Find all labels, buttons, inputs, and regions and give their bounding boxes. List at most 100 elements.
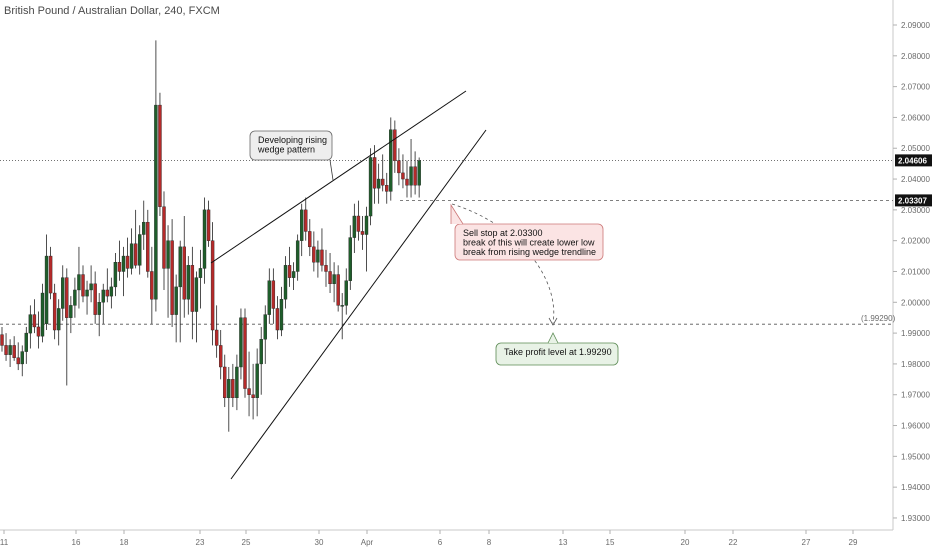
y-tick-label: 2.08000 bbox=[901, 52, 930, 61]
candle bbox=[178, 240, 182, 343]
candle bbox=[52, 283, 57, 340]
candle-body bbox=[190, 265, 195, 312]
candle-body bbox=[186, 265, 191, 300]
candle bbox=[85, 280, 89, 315]
candle bbox=[372, 145, 377, 204]
candle-body bbox=[142, 221, 146, 235]
y-tick-label: 2.06000 bbox=[901, 113, 930, 122]
candle bbox=[73, 277, 77, 318]
candle-body bbox=[214, 329, 219, 346]
candle-body bbox=[97, 302, 101, 315]
candle bbox=[308, 219, 312, 257]
candle-body bbox=[223, 366, 227, 399]
candle-body bbox=[397, 160, 401, 174]
candle bbox=[360, 216, 365, 250]
candle bbox=[198, 249, 203, 309]
candle bbox=[158, 92, 162, 217]
current-price-tag-bg bbox=[895, 154, 932, 167]
candle bbox=[385, 172, 389, 204]
candle bbox=[279, 286, 284, 337]
take-profit-level-label: (1.99290) bbox=[861, 314, 896, 323]
candle bbox=[170, 219, 174, 327]
x-tick-label: 25 bbox=[242, 538, 251, 547]
candle bbox=[142, 200, 146, 250]
candle-body bbox=[344, 280, 348, 306]
candle-body bbox=[52, 292, 57, 331]
candle bbox=[0, 326, 4, 352]
y-tick-label: 2.01000 bbox=[901, 267, 930, 276]
candle-body bbox=[409, 166, 413, 186]
candle bbox=[304, 197, 308, 241]
candle-body bbox=[85, 289, 89, 297]
candle-body bbox=[69, 305, 73, 318]
candle bbox=[227, 366, 231, 432]
candle-body bbox=[133, 243, 138, 266]
candle-body bbox=[340, 305, 344, 307]
candle bbox=[20, 345, 24, 377]
candle bbox=[12, 336, 16, 361]
wedge-callout-box bbox=[249, 130, 333, 161]
candle bbox=[413, 151, 417, 195]
candle-body bbox=[360, 231, 365, 235]
y-axis-ticks: 2.09000 2.08000 2.07000 2.06000 2.05000 2.040… bbox=[893, 21, 930, 523]
current-price-tag-label: 2.04606 bbox=[898, 156, 927, 165]
candle bbox=[93, 271, 97, 324]
candle bbox=[328, 252, 332, 294]
candle-body bbox=[93, 283, 97, 315]
candle-body bbox=[28, 314, 33, 334]
candle-body bbox=[275, 308, 280, 331]
candle bbox=[287, 246, 292, 287]
candle-body bbox=[166, 240, 170, 269]
sell-stop-tag-label: 2.03307 bbox=[898, 196, 927, 205]
candle-body bbox=[320, 249, 324, 266]
candle-body bbox=[324, 265, 328, 272]
wedge-lower-trendline bbox=[230, 129, 487, 480]
candle bbox=[65, 268, 69, 386]
candle bbox=[101, 283, 105, 324]
tp-callout: Take profit level at 1.99290 bbox=[495, 332, 619, 366]
candle-body bbox=[48, 255, 53, 294]
candle-body bbox=[247, 388, 251, 395]
candle bbox=[409, 138, 413, 198]
candle-body bbox=[129, 243, 134, 269]
candle bbox=[105, 268, 110, 303]
candle-body bbox=[251, 394, 255, 399]
candle-body bbox=[137, 234, 142, 266]
x-tick-label: 30 bbox=[315, 538, 324, 547]
y-tick-label: 1.94000 bbox=[901, 483, 930, 492]
wedge-callout-text: wedge pattern bbox=[257, 145, 315, 155]
candle-body bbox=[235, 366, 239, 399]
sell-callout-text: break from rising wedge trendline bbox=[463, 247, 596, 257]
candle-body bbox=[117, 262, 122, 272]
candle-body bbox=[194, 277, 199, 312]
x-tick-label: 22 bbox=[729, 538, 738, 547]
candle-body bbox=[291, 271, 296, 278]
candle bbox=[40, 283, 45, 343]
candle bbox=[214, 305, 219, 358]
candle bbox=[210, 222, 215, 346]
x-tick-label: 16 bbox=[72, 538, 81, 547]
candle-body bbox=[206, 209, 211, 241]
tp-callout-text: Take profit level at 1.99290 bbox=[504, 347, 612, 357]
candle bbox=[393, 120, 397, 173]
candle-body bbox=[81, 274, 85, 297]
candle bbox=[320, 228, 324, 272]
y-tick-label: 1.98000 bbox=[901, 360, 930, 369]
candle bbox=[247, 351, 251, 417]
tp-callout-pointer bbox=[547, 332, 559, 344]
candle-body bbox=[73, 289, 77, 306]
candle bbox=[344, 268, 348, 315]
candle-body bbox=[162, 206, 166, 269]
sell-stop-tag: 2.03307 bbox=[895, 194, 932, 207]
candle-body bbox=[89, 283, 93, 291]
chart-title: British Pound / Australian Dollar, 240, … bbox=[4, 5, 220, 17]
candle bbox=[57, 299, 61, 346]
candle-body bbox=[202, 209, 207, 269]
candle bbox=[109, 277, 114, 309]
candle bbox=[291, 262, 296, 290]
candle bbox=[48, 246, 53, 300]
x-tick-label: 23 bbox=[196, 538, 205, 547]
wedge-callout-leader bbox=[329, 159, 334, 181]
